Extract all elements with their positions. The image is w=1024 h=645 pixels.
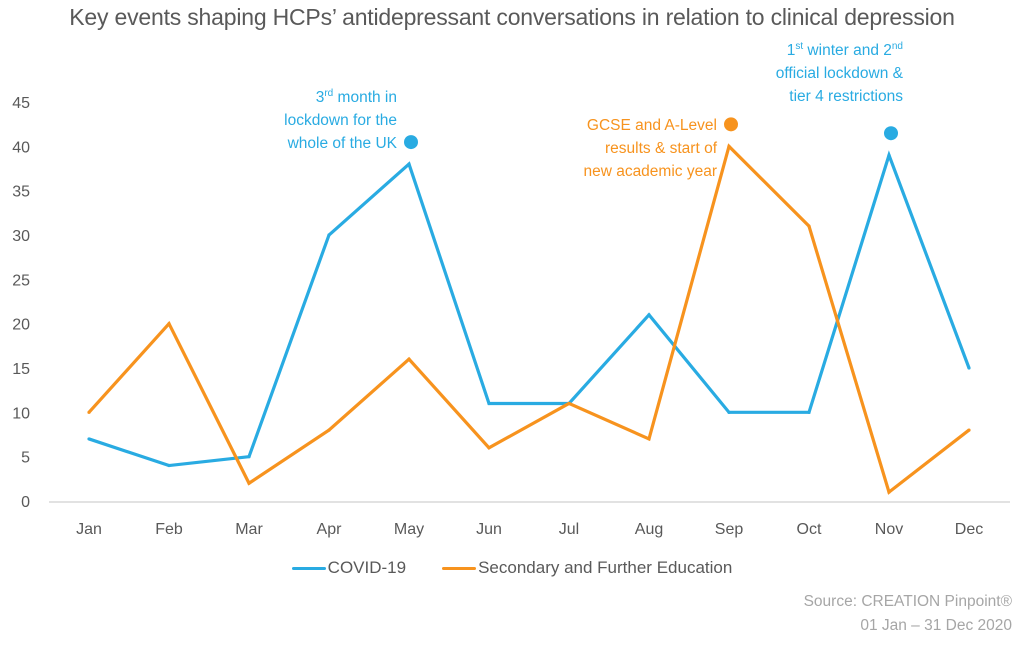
data-point — [727, 410, 731, 414]
legend: COVID-19 Secondary and Further Education — [0, 558, 1024, 578]
x-tick-label: Mar — [235, 521, 263, 538]
data-point — [407, 357, 411, 361]
annotation-line: lockdown for the — [284, 112, 397, 130]
y-tick-label: 30 — [12, 228, 30, 245]
data-point — [327, 233, 331, 237]
x-tick-label: Feb — [155, 521, 183, 538]
y-tick-label: 20 — [12, 317, 30, 334]
x-tick-label: Dec — [955, 521, 983, 538]
x-tick-label: Sep — [715, 521, 744, 538]
annotation-line: 1st winter and 2nd — [786, 41, 903, 60]
data-point — [807, 224, 811, 228]
data-point — [167, 463, 171, 468]
data-point — [887, 490, 891, 494]
legend-item-education: Secondary and Further Education — [442, 558, 732, 578]
data-point — [807, 410, 811, 414]
y-tick-label: 5 — [21, 450, 30, 467]
data-point — [487, 401, 491, 406]
chart-title: Key events shaping HCPs’ antidepressant … — [69, 4, 955, 30]
data-point — [967, 428, 971, 432]
data-point — [87, 437, 91, 441]
annotation-marker — [884, 126, 898, 141]
legend-swatch-education — [442, 566, 477, 570]
source-note: Source: CREATION Pinpoint® 01 Jan – 31 D… — [804, 590, 1012, 638]
x-axis: Jan Feb Mar Apr May Jun Jul Aug Sep Oct Nov Dec — [76, 521, 983, 538]
annotation-markers — [404, 117, 898, 150]
data-point — [647, 313, 651, 317]
data-point — [87, 410, 91, 414]
series-line-education — [87, 143, 970, 495]
legend-swatch-covid — [291, 566, 326, 570]
data-point — [567, 401, 571, 406]
annotation-text: 3rd month in lockdown for the whole of the… — [284, 86, 397, 155]
y-tick-label: 35 — [12, 184, 30, 201]
x-tick-label: Jun — [476, 521, 502, 538]
data-point — [727, 144, 731, 148]
annotation-text: 1st winter and 2nd official lockdown & tie… — [776, 39, 903, 108]
legend-label-education: Secondary and Further Education — [478, 558, 733, 577]
y-tick-label: 15 — [12, 361, 30, 378]
data-point — [967, 366, 971, 370]
annotation-line: new academic year — [583, 163, 717, 181]
annotation-marker — [724, 117, 738, 132]
data-point — [247, 481, 251, 485]
x-tick-label: Aug — [635, 521, 663, 538]
date-range: 01 Jan – 31 Dec 2020 — [860, 617, 1012, 634]
x-tick-label: Apr — [317, 521, 343, 538]
annotation-line: official lockdown & — [775, 65, 903, 83]
annotation-line: 3rd month in — [315, 87, 397, 107]
annotation-line: whole of the UK — [287, 135, 397, 153]
annotation-text: GCSE and A-Level results & start of new ac… — [583, 114, 717, 183]
source-line: Source: CREATION Pinpoint® — [803, 593, 1012, 610]
y-tick-label: 10 — [12, 405, 30, 422]
y-tick-label: 0 — [21, 494, 30, 511]
data-point — [407, 162, 411, 166]
x-tick-label: May — [394, 521, 424, 538]
data-point — [247, 455, 251, 459]
x-tick-label: Nov — [875, 521, 903, 538]
y-axis: 0 5 10 15 20 25 30 35 40 45 — [12, 95, 30, 511]
x-tick-label: Jan — [76, 521, 102, 538]
y-tick-label: 25 — [12, 272, 30, 289]
data-point — [327, 428, 331, 432]
series-lines — [87, 143, 971, 495]
x-tick-label: Oct — [797, 521, 822, 538]
data-point — [487, 446, 491, 450]
annotation-line: results & start of — [605, 140, 717, 158]
legend-item-covid: COVID-19 — [291, 558, 407, 578]
legend-label-covid: COVID-19 — [327, 558, 407, 577]
data-point — [167, 322, 171, 326]
annotation-line: tier 4 restrictions — [789, 88, 903, 106]
y-tick-label: 45 — [12, 95, 30, 112]
y-tick-label: 40 — [12, 139, 30, 156]
annotation-line: GCSE and A-Level — [586, 117, 717, 135]
data-point — [647, 437, 651, 441]
annotation-marker — [404, 135, 418, 150]
series-line-covid — [88, 150, 971, 468]
x-tick-label: Jul — [559, 521, 579, 538]
data-point — [887, 153, 891, 157]
